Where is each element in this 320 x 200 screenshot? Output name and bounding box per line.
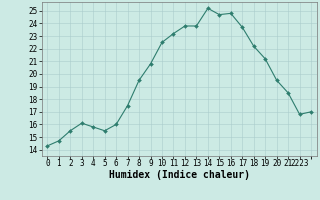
X-axis label: Humidex (Indice chaleur): Humidex (Indice chaleur) [109, 170, 250, 180]
